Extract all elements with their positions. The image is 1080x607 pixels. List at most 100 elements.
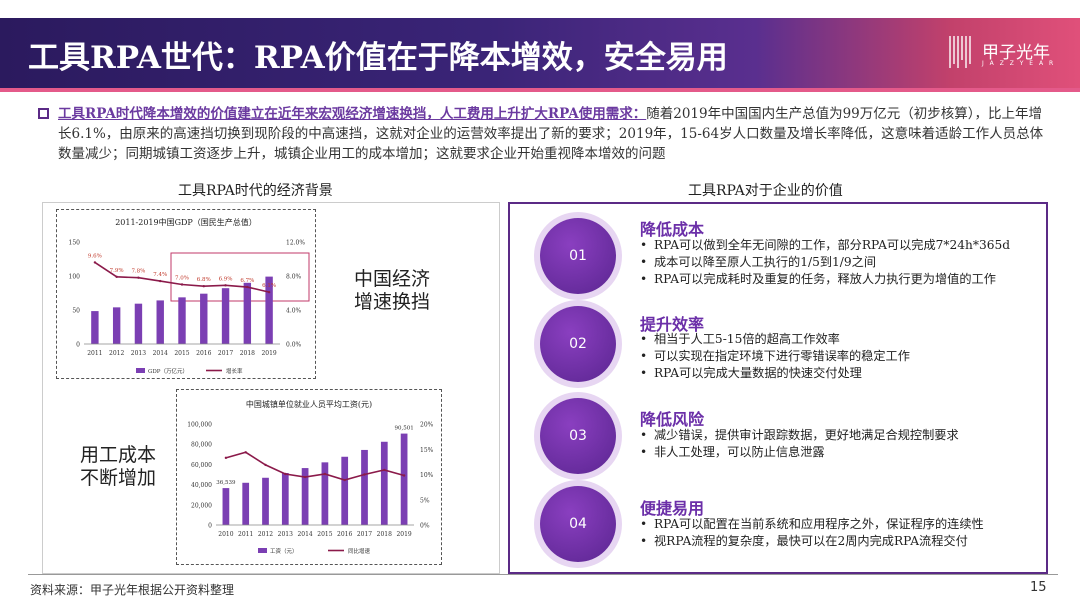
bar-2010 — [222, 488, 230, 525]
x-tick-label: 2011 — [87, 350, 102, 357]
logo-subtitle: J A Z Z Y E A R — [982, 60, 1056, 67]
y-tick-left: 150 — [69, 240, 81, 247]
growth-line — [225, 451, 405, 481]
intro-bullet-icon — [38, 108, 49, 119]
x-tick-label: 2011 — [238, 531, 253, 538]
line-point-2014 — [303, 475, 307, 479]
logo: 甲子光年 J A Z Z Y E A R — [948, 34, 1068, 74]
x-tick-label: 2014 — [297, 531, 312, 538]
line-point-2018 — [246, 285, 249, 289]
chart2-title: 中国城镇单位就业人员平均工资(元) — [246, 399, 372, 409]
bar-2013 — [134, 303, 143, 344]
bar-data-label-last: 90,501 — [394, 426, 413, 432]
logo-icon — [949, 36, 971, 68]
item-bullets-cost: RPA可以做到全年无间隙的工作，部分RPA可以完成7*24h*365d 成本可以… — [640, 237, 1010, 288]
item-title-risk: 降低风险 — [640, 410, 705, 429]
line-point-2011 — [244, 451, 247, 454]
bar-2015 — [321, 462, 329, 525]
item-title-ease: 便捷易用 — [640, 499, 705, 518]
y-tick-right: 10% — [420, 472, 434, 479]
chart1-highlight-box — [170, 252, 310, 302]
x-tick-label: 2017 — [218, 350, 233, 357]
bar-2017 — [221, 288, 230, 344]
y-tick-right: 0.0% — [286, 342, 302, 349]
line-point-2017 — [363, 473, 366, 476]
bar-2017 — [361, 449, 368, 525]
y-tick-right: 15% — [420, 447, 434, 454]
line-point-2014 — [159, 279, 162, 283]
item-title-efficiency: 提升效率 — [640, 315, 705, 334]
legend-line-label: 增长率 — [226, 367, 243, 375]
x-tick-label: 2019 — [396, 531, 411, 538]
footer-divider — [28, 574, 1058, 575]
bar-data-label-first: 36,539 — [216, 480, 236, 486]
list-item: 减少错误，提供审计跟踪数据，更好地满足合规控制要求 — [640, 427, 959, 444]
line-point-2010 — [224, 456, 228, 460]
chart1-title: 2011-2019中国GDP（国民生产总值） — [115, 217, 257, 227]
list-item: 非人工处理，可以防止信息泄露 — [640, 444, 959, 461]
list-item: 相当于人工5-15倍的超高工作效率 — [640, 331, 910, 348]
y-tick-left: 0 — [76, 342, 80, 349]
source-note: 资料来源：甲子光年根据公开资料整理 — [30, 583, 235, 597]
item-circle-02: 02 — [540, 306, 616, 382]
economy-label-line2: 增速换挡 — [353, 291, 430, 313]
line-data-label: 7.9% — [110, 268, 124, 274]
bar-2012 — [262, 477, 269, 525]
y-tick-left: 20,000 — [191, 502, 212, 509]
gdp-chart: 2011-2019中国GDP（国民生产总值） 9.6% 7.9% 7.8% 7.4% 7… — [69, 217, 310, 375]
bar-2014 — [156, 300, 164, 344]
intro-paragraph: 工具RPA时代降本增效的价值建立在近年来宏观经济增速换挡，人工费用上升扩大RPA… — [38, 104, 1048, 164]
bar-2018 — [380, 441, 388, 525]
line-point-2012 — [115, 275, 118, 279]
header-banner — [0, 18, 1080, 88]
legend-line-label: 同比增速 — [348, 547, 371, 555]
page-title: 工具RPA世代：RPA价值在于降本增效，安全易用 — [28, 40, 728, 76]
line-point-2017 — [224, 284, 227, 287]
y-tick-left: 50 — [72, 308, 80, 315]
x-tick-label: 2017 — [357, 531, 372, 538]
item-bullets-ease: RPA可以配置在当前系统和应用程序之外，保证程序的连续性 视RPA流程的复杂度，… — [640, 516, 984, 550]
wage-chart-frame — [176, 389, 442, 565]
list-item: 成本可以降至原人工执行的1/5到1/9之间 — [640, 254, 1010, 271]
list-item: RPA可以配置在当前系统和应用程序之外，保证程序的连续性 — [640, 516, 984, 533]
line-data-label: 6.8% — [197, 277, 211, 283]
logo-name: 甲子光年 — [982, 43, 1050, 63]
line-point-2016 — [202, 285, 205, 288]
line-point-2015 — [323, 472, 327, 476]
legend-bar-label: GDP（万亿元） — [148, 367, 188, 375]
y-tick-left: 60,000 — [191, 462, 212, 469]
bar-2019 — [400, 433, 408, 525]
bar-2011 — [242, 482, 250, 525]
list-item: 可以实现在指定环境下进行零错误率的稳定工作 — [640, 348, 910, 365]
bar-2011 — [91, 311, 99, 344]
y-tick-left: 0 — [208, 523, 212, 530]
y-tick-right: 12.0% — [286, 240, 305, 247]
gdp-chart-frame — [56, 209, 316, 379]
item-bullets-efficiency: 相当于人工5-15倍的超高工作效率 可以实现在指定环境下进行零错误率的稳定工作 … — [640, 331, 910, 382]
x-tick-label: 2016 — [337, 531, 352, 538]
line-data-label: 7.4% — [153, 272, 167, 278]
line-data-label: 7.0% — [175, 276, 189, 282]
line-point-2012 — [264, 463, 267, 467]
y-tick-right: 20% — [420, 422, 434, 429]
intro-highlight: 工具RPA时代降本增效的价值建立在近年来宏观经济增速换挡，人工费用上升扩大RPA… — [58, 106, 647, 122]
y-tick-left: 80,000 — [191, 442, 212, 449]
right-panel — [508, 202, 1048, 574]
line-point-2011 — [93, 261, 97, 264]
x-tick-label: 2018 — [377, 531, 392, 538]
header-divider — [0, 88, 1080, 92]
labor-cost-label: 用工成本 不断增加 — [72, 444, 164, 490]
line-data-label: 9.6% — [88, 253, 102, 259]
x-tick-label: 2016 — [196, 350, 211, 357]
bar-2018 — [243, 282, 252, 344]
line-point-2019 — [267, 290, 271, 294]
x-tick-label: 2015 — [317, 531, 332, 538]
economy-label: 中国经济 增速换挡 — [346, 268, 438, 314]
x-tick-label: 2019 — [261, 350, 276, 357]
line-data-label: 6.1% — [262, 283, 276, 289]
x-tick-label: 2010 — [218, 531, 233, 538]
bar-2014 — [301, 468, 309, 525]
bar-2015 — [178, 297, 186, 344]
x-tick-label: 2018 — [240, 350, 255, 357]
bar-2019 — [265, 276, 273, 344]
